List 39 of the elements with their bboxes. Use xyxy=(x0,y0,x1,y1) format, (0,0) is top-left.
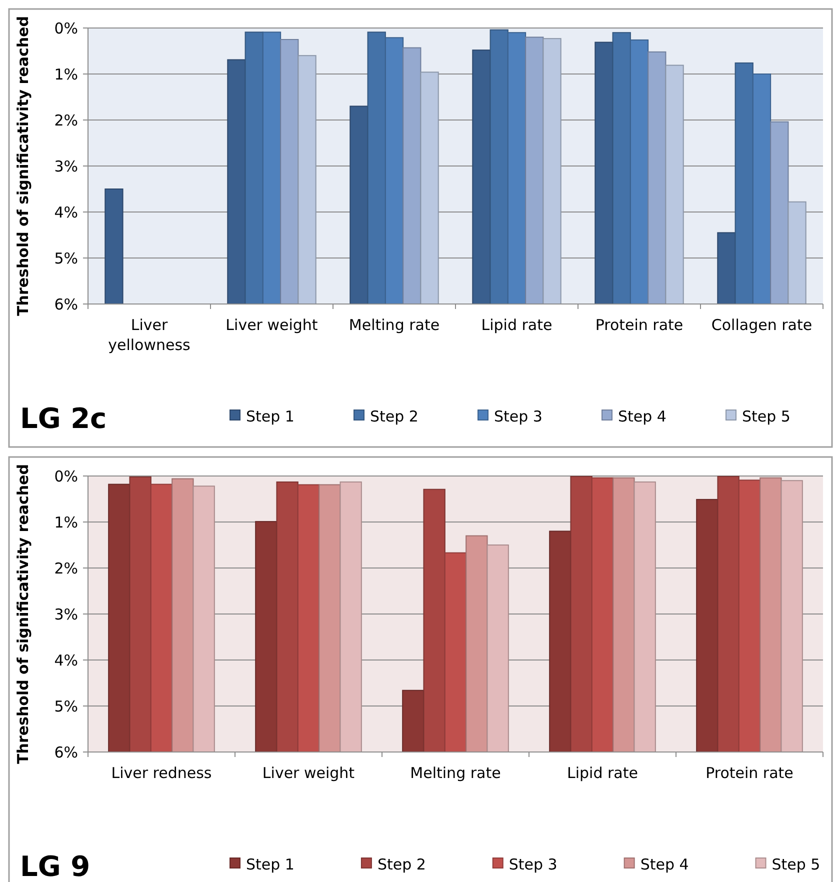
y-tick-label: 4% xyxy=(54,203,78,222)
x-tick-label: Melting rate xyxy=(348,316,440,334)
x-tick-label: Lipid rate xyxy=(481,316,552,334)
legend-label: Step 4 xyxy=(640,855,689,874)
y-tick-label: 0% xyxy=(54,19,78,38)
y-axis-title: Threshold of significativity reached xyxy=(14,16,32,316)
legend-label: Step 3 xyxy=(508,855,558,874)
x-tick-label: Melting rate xyxy=(410,764,501,782)
y-tick-label: 2% xyxy=(54,111,78,130)
legend-label: Step 5 xyxy=(772,855,820,874)
x-tick-label: Lipid rate xyxy=(567,764,638,782)
x-tick-label: Liver yellowness xyxy=(108,316,191,354)
x-tick-label: Protein rate xyxy=(706,764,794,782)
legend-label: Step 1 xyxy=(246,407,294,426)
y-tick-label: 2% xyxy=(54,559,78,578)
y-tick-label: 1% xyxy=(54,65,78,84)
legend-label: Step 4 xyxy=(618,407,666,426)
x-tick-label: Liver weight xyxy=(262,764,355,782)
x-tick-label: Liver weight xyxy=(226,316,318,334)
y-tick-label: 5% xyxy=(54,249,78,268)
y-tick-label: 3% xyxy=(54,605,78,624)
y-axis-title: Threshold of significativity reached xyxy=(14,464,32,764)
x-tick-label: Liver redness xyxy=(111,764,212,782)
x-tick-label: Collagen rate xyxy=(711,316,812,334)
legend-label: Step 1 xyxy=(246,855,294,874)
y-tick-label: 4% xyxy=(54,651,78,670)
y-tick-label: 6% xyxy=(54,295,78,314)
y-tick-label: 6% xyxy=(54,743,78,762)
y-tick-label: 1% xyxy=(54,513,78,532)
y-tick-label: 0% xyxy=(54,467,78,486)
legend-label: Step 2 xyxy=(377,855,426,874)
legend-label: Step 5 xyxy=(742,407,790,426)
legend-label: Step 2 xyxy=(370,407,418,426)
y-tick-label: 5% xyxy=(54,697,78,716)
text: LG 9 xyxy=(20,850,90,882)
text: LG 2c xyxy=(20,402,107,435)
x-tick-label: Protein rate xyxy=(595,316,684,334)
y-tick-label: 3% xyxy=(54,157,78,176)
legend-label: Step 3 xyxy=(494,407,542,426)
